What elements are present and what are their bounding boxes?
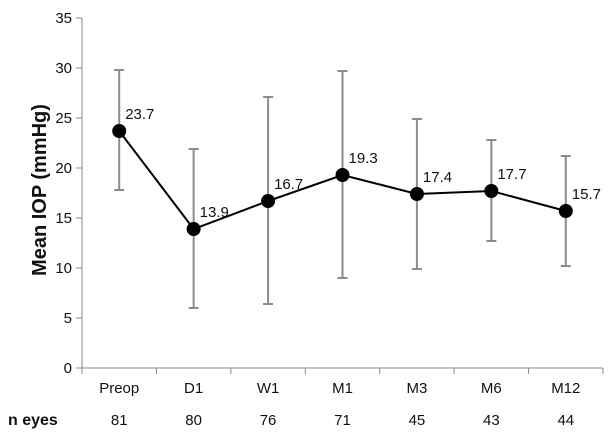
data-labels: 23.7 13.9 16.7 19.3 17.4 17.7 15.7 (125, 106, 601, 221)
n-eyes-values: 81 80 76 71 45 43 44 (111, 412, 574, 429)
x-tick-label: M1 (332, 380, 353, 397)
n-eyes-value: 44 (557, 412, 574, 429)
data-label: 17.7 (497, 166, 526, 183)
x-tick-label: M12 (551, 380, 580, 397)
y-tick-label: 15 (55, 210, 72, 227)
data-label: 19.3 (349, 150, 378, 167)
y-tick-label: 10 (55, 260, 72, 277)
n-eyes-value: 76 (260, 412, 277, 429)
axes (81, 18, 604, 374)
data-point (335, 168, 350, 182)
x-tick-label: M6 (481, 380, 502, 397)
x-tick-label: D1 (184, 380, 203, 397)
data-point (409, 187, 424, 201)
x-tick-label: W1 (257, 380, 280, 397)
n-eyes-label: n eyes (8, 412, 58, 429)
data-points (112, 124, 573, 236)
data-point (484, 184, 499, 198)
error-bars (114, 69, 571, 309)
y-tick-label: 25 (55, 110, 72, 127)
y-tick-label: 5 (64, 310, 72, 327)
y-tick-label: 35 (55, 10, 72, 27)
x-category-labels: Preop D1 W1 M1 M3 M6 M12 (99, 380, 580, 397)
y-axis-label: Mean IOP (mmHg) (29, 104, 51, 276)
data-point (186, 222, 201, 236)
data-label: 17.4 (423, 169, 452, 186)
n-eyes-value: 81 (111, 412, 128, 429)
n-eyes-value: 43 (483, 412, 500, 429)
y-tick-label: 0 (64, 360, 72, 377)
x-tick-label: M3 (407, 380, 428, 397)
n-eyes-value: 45 (409, 412, 426, 429)
data-label: 16.7 (274, 176, 303, 193)
data-label: 23.7 (125, 106, 154, 123)
data-label: 13.9 (200, 204, 229, 221)
data-point (261, 194, 276, 208)
data-label: 15.7 (572, 186, 601, 203)
y-ticks: 0 5 10 15 20 25 30 35 (55, 10, 82, 377)
data-point (558, 204, 573, 218)
n-eyes-value: 80 (185, 412, 202, 429)
y-tick-label: 30 (55, 60, 72, 77)
data-point (112, 124, 127, 138)
y-tick-label: 20 (55, 160, 72, 177)
x-tick-label: Preop (99, 380, 139, 397)
n-eyes-value: 71 (334, 412, 351, 429)
